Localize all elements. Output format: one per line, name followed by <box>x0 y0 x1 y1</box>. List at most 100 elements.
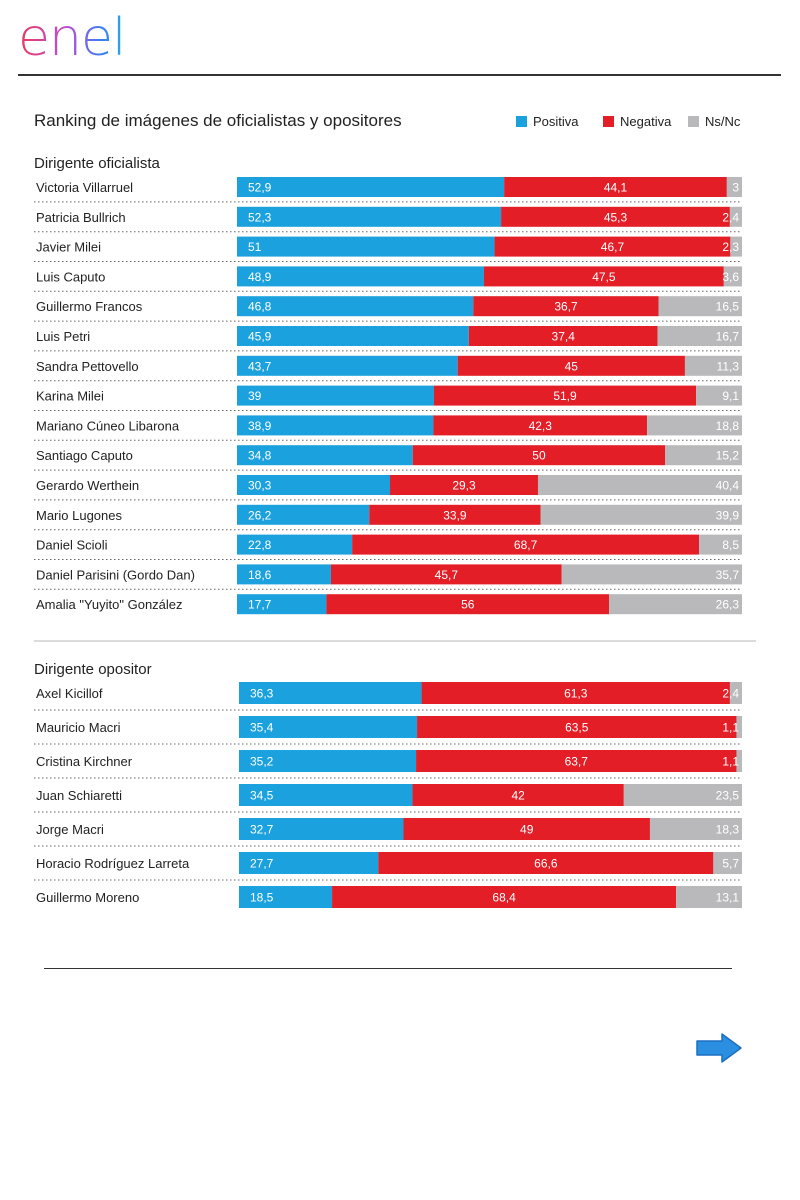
bar-value-ns-nc: 2,4 <box>722 210 739 224</box>
bar-ns-nc <box>713 852 742 874</box>
bar-value-ns-nc: 1,1 <box>722 721 739 735</box>
bar-ns-nc <box>540 504 742 525</box>
bar-value-negativa: 49 <box>520 823 534 837</box>
bar-value-positiva: 30,3 <box>248 479 272 493</box>
bar-negativa <box>457 355 685 376</box>
bar-negativa <box>390 475 538 495</box>
bar-value-positiva: 32,7 <box>250 823 274 837</box>
row-label: Mario Lugones <box>36 508 122 523</box>
bar-value-negativa: 47,5 <box>592 270 616 284</box>
bar-positiva <box>239 818 404 840</box>
bar-positiva <box>239 716 418 738</box>
bar-negativa <box>332 886 677 908</box>
bar-ns-nc <box>684 355 742 376</box>
row-label: Guillermo Moreno <box>36 890 139 905</box>
bar-value-ns-nc: 13,1 <box>716 891 740 905</box>
bar-value-negativa: 42 <box>511 789 525 803</box>
bar-value-ns-nc: 8,5 <box>722 538 739 552</box>
bar-negativa <box>369 504 541 525</box>
bar-value-negativa: 68,4 <box>492 891 516 905</box>
bar-ns-nc <box>676 886 742 908</box>
bar-ns-nc <box>537 475 742 495</box>
bar-value-ns-nc: 35,7 <box>716 568 740 582</box>
row-label: Mariano Cúneo Libarona <box>36 418 180 433</box>
row-label: Victoria Villarruel <box>36 180 133 195</box>
bar-negativa <box>501 206 730 227</box>
footer-divider <box>44 968 732 969</box>
bar-negativa <box>473 296 659 317</box>
bar-value-positiva: 17,7 <box>248 598 272 612</box>
bar-value-negativa: 45,3 <box>604 210 628 224</box>
bar-value-negativa: 46,7 <box>601 240 625 254</box>
bar-value-ns-nc: 2,4 <box>722 687 739 701</box>
bar-value-positiva: 38,9 <box>248 419 272 433</box>
bar-positiva <box>237 266 484 287</box>
header-divider <box>18 74 781 76</box>
row-label: Patricia Bullrich <box>36 210 126 225</box>
bar-positiva <box>237 206 502 227</box>
bar-value-ns-nc: 16,5 <box>716 300 740 314</box>
bar-ns-nc <box>609 594 742 615</box>
legend-label-ns-nc: Ns/Nc <box>705 114 741 129</box>
bar-ns-nc <box>736 716 742 738</box>
row-label: Amalia "Yuyito" González <box>36 597 183 612</box>
bar-value-positiva: 18,6 <box>248 568 272 582</box>
row-label: Javier Milei <box>36 240 101 255</box>
bar-negativa <box>433 385 697 406</box>
bar-positiva <box>237 177 505 197</box>
bar-value-positiva: 27,7 <box>250 857 274 871</box>
bar-value-positiva: 46,8 <box>248 300 272 314</box>
bar-ns-nc <box>623 784 742 806</box>
chart-title: Ranking de imágenes de oficialistas y op… <box>34 111 402 130</box>
bar-value-positiva: 35,4 <box>250 721 274 735</box>
bar-positiva <box>237 385 434 406</box>
bar-value-negativa: 50 <box>532 449 546 463</box>
bar-value-positiva: 52,3 <box>248 210 272 224</box>
row-label: Santiago Caputo <box>36 448 133 463</box>
group-title-0: Dirigente oficialista <box>34 155 161 172</box>
bar-value-negativa: 33,9 <box>443 508 467 522</box>
bar-value-ns-nc: 5,7 <box>722 857 739 871</box>
bar-value-positiva: 48,9 <box>248 270 272 284</box>
bar-positiva <box>237 296 474 317</box>
bar-negativa <box>412 784 624 806</box>
bar-negativa <box>468 326 658 346</box>
bar-positiva <box>237 326 469 346</box>
bar-negativa <box>326 594 610 615</box>
bar-ns-nc <box>647 415 742 436</box>
bar-ns-nc <box>730 236 742 257</box>
bar-ns-nc <box>729 206 742 227</box>
bar-value-ns-nc: 40,4 <box>716 479 740 493</box>
row-label: Mauricio Macri <box>36 720 121 735</box>
bar-ns-nc <box>657 326 742 346</box>
legend-label-negativa: Negativa <box>620 114 672 129</box>
row-label: Axel Kicillof <box>36 686 103 701</box>
bar-value-positiva: 26,2 <box>248 508 272 522</box>
legend-label-positiva: Positiva <box>533 114 579 129</box>
right-arrow-icon[interactable] <box>694 1032 744 1064</box>
bar-positiva <box>237 236 495 257</box>
bar-value-positiva: 36,3 <box>250 687 274 701</box>
bar-negativa <box>417 716 737 738</box>
bar-value-positiva: 45,9 <box>248 330 272 344</box>
bar-positiva <box>239 852 379 874</box>
image-ranking-chart: Ranking de imágenes de oficialistas y op… <box>34 111 756 908</box>
bar-value-ns-nc: 15,2 <box>716 449 740 463</box>
row-label: Horacio Rodríguez Larreta <box>36 856 190 871</box>
bar-value-ns-nc: 18,8 <box>716 419 740 433</box>
row-label: Daniel Parisini (Gordo Dan) <box>36 567 195 582</box>
bar-value-positiva: 52,9 <box>248 181 272 195</box>
bar-value-negativa: 66,6 <box>534 857 558 871</box>
bar-value-ns-nc: 16,7 <box>716 330 740 344</box>
bar-positiva <box>239 750 417 772</box>
bar-negativa <box>421 682 730 704</box>
bar-value-negativa: 51,9 <box>553 389 577 403</box>
bar-value-positiva: 34,5 <box>250 789 274 803</box>
bar-value-positiva: 43,7 <box>248 359 272 373</box>
bar-positiva <box>237 445 413 466</box>
bar-positiva <box>237 415 434 436</box>
row-label: Luis Caputo <box>36 269 105 284</box>
bar-negativa <box>352 534 700 555</box>
row-label: Cristina Kirchner <box>36 754 133 769</box>
bar-value-negativa: 42,3 <box>529 419 553 433</box>
